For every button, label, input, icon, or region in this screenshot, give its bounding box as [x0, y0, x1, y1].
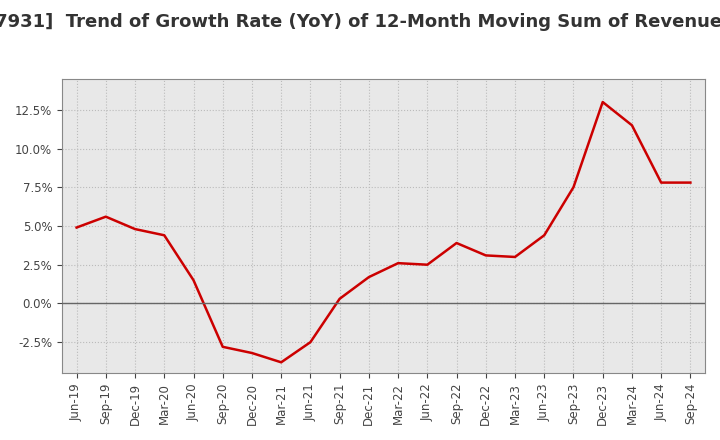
Text: [7931]  Trend of Growth Rate (YoY) of 12-Month Moving Sum of Revenues: [7931] Trend of Growth Rate (YoY) of 12-… — [0, 13, 720, 31]
